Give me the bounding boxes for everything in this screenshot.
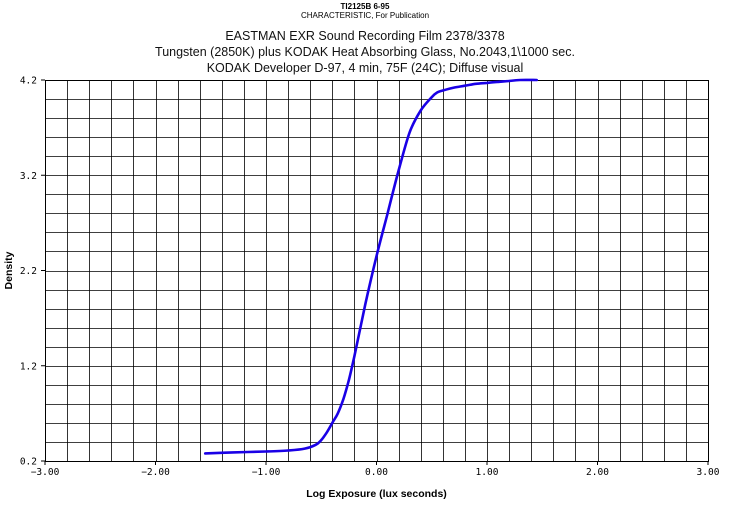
x-tick-label: −2.00: [141, 467, 170, 478]
x-tick-label: 3.00: [697, 467, 720, 478]
y-tick-label: 3.2: [20, 171, 37, 182]
y-tick-label: 1.2: [20, 361, 37, 372]
x-tick-label: 0.00: [365, 467, 388, 478]
y-tick-label: 2.2: [20, 266, 37, 277]
document-subtitle: CHARACTERISTIC, For Publication: [300, 11, 430, 20]
y-tick-label: 4.2: [20, 76, 37, 87]
plot-series: [203, 78, 538, 455]
density-curve: [203, 78, 538, 455]
y-axis-label: Density: [3, 251, 15, 289]
chart-title-line-2: Tungsten (2850K) plus KODAK Heat Absorbi…: [155, 45, 575, 59]
y-tick-label: 0.2: [20, 457, 37, 468]
x-tick-label: −1.00: [252, 467, 281, 478]
grid: [45, 80, 709, 462]
chart-title-line-3: KODAK Developer D-97, 4 min, 75F (24C); …: [206, 61, 524, 75]
x-axis-label: Log Exposure (lux seconds): [306, 488, 447, 500]
x-tick-label: 2.00: [586, 467, 609, 478]
x-tick-label: −3.00: [31, 467, 60, 478]
chart-title-line-1: EASTMAN EXR Sound Recording Film 2378/33…: [225, 29, 505, 43]
document-code: TI2125B 6-95: [340, 2, 390, 11]
x-tick-label: 1.00: [476, 467, 499, 478]
tick-labels: −3.00 −2.00 −1.00 0.00 1.00 2.00 3.00 0.2 1.2 2.2…: [20, 76, 720, 479]
